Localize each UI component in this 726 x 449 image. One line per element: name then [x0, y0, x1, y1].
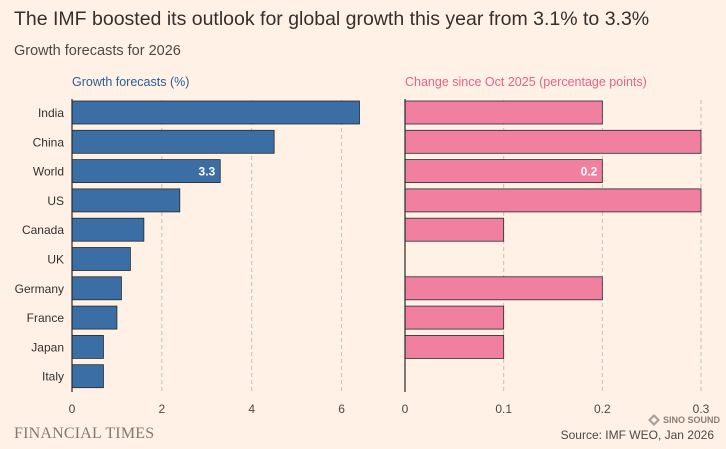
- category-label: World: [33, 165, 64, 179]
- change-panel-title: Change since Oct 2025 (percentage points…: [405, 75, 647, 89]
- growth-bar: [71, 188, 181, 213]
- category-label: France: [27, 311, 65, 325]
- change-bar: [404, 159, 603, 184]
- growth-bar: [71, 100, 360, 125]
- growth-panel-title: Growth forecasts (%): [72, 75, 189, 89]
- category-label: Germany: [15, 282, 64, 296]
- growth-bar: [71, 276, 122, 301]
- change-data-label: 0.2: [581, 165, 598, 179]
- growth-tick-label: 0: [69, 402, 76, 416]
- growth-bar: [71, 129, 275, 154]
- category-label: China: [33, 135, 65, 149]
- change-bar: [404, 217, 505, 242]
- change-bar: [404, 334, 505, 359]
- category-label: UK: [47, 253, 64, 267]
- category-label: US: [47, 194, 64, 208]
- growth-bar: [71, 305, 118, 330]
- change-tick-label: 0.3: [693, 402, 710, 416]
- change-bar: [404, 129, 702, 154]
- category-label: Canada: [22, 223, 64, 237]
- growth-data-label: 3.3: [199, 165, 216, 179]
- watermark-text: SINO SOUND: [662, 414, 720, 425]
- watermark: SINO SOUND: [647, 414, 720, 426]
- growth-tick-label: 6: [338, 402, 345, 416]
- growth-tick-label: 4: [248, 402, 255, 416]
- chart-subtitle: Growth forecasts for 2026: [14, 43, 181, 59]
- category-label: India: [38, 106, 64, 120]
- growth-bar: [71, 217, 145, 242]
- change-bar: [404, 100, 603, 125]
- change-tick-label: 0.2: [594, 402, 611, 416]
- change-bar: [404, 276, 603, 301]
- change-bar: [404, 305, 505, 330]
- ft-logo: FINANCIAL TIMES: [14, 425, 155, 442]
- growth-bar: [71, 247, 131, 271]
- growth-bar: [71, 364, 104, 389]
- category-label: Japan: [31, 340, 64, 354]
- growth-bar: [71, 334, 104, 359]
- watermark-logo-icon: [647, 414, 660, 426]
- change-tick-label: 0.1: [495, 402, 512, 416]
- chart-title: The IMF boosted its outlook for global g…: [14, 8, 650, 30]
- growth-tick-label: 2: [159, 402, 166, 416]
- category-label: Italy: [42, 370, 64, 384]
- change-bar: [404, 188, 702, 213]
- source-note: Source: IMF WEO, Jan 2026: [560, 428, 714, 442]
- change-tick-label: 0: [402, 402, 409, 416]
